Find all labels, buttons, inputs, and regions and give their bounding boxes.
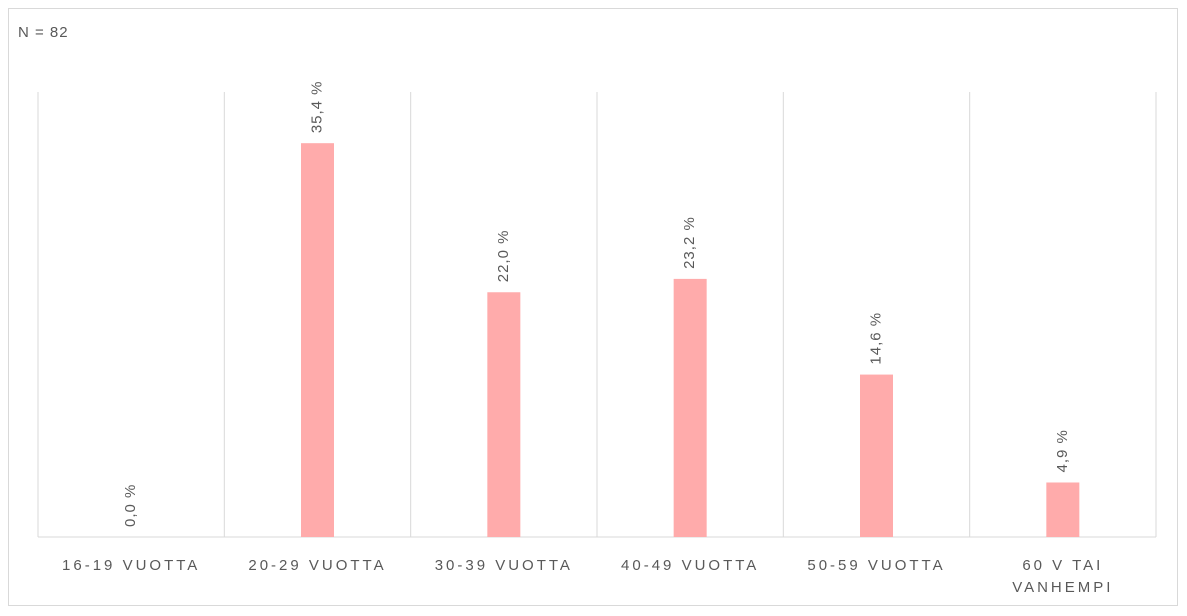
x-tick-label: 50-59 VUOTTA bbox=[807, 557, 946, 574]
x-tick-label: 30-39 VUOTTA bbox=[434, 557, 573, 574]
x-tick-label: 60 V TAI VANHEMPI bbox=[1012, 557, 1114, 596]
x-tick-label: 40-49 VUOTTA bbox=[621, 557, 760, 574]
bar bbox=[1046, 482, 1080, 537]
chart-title: N = 82 bbox=[18, 24, 69, 41]
value-label: 4,9 % bbox=[1054, 429, 1071, 472]
bar bbox=[301, 143, 334, 538]
bar bbox=[860, 374, 893, 537]
value-label: 23,2 % bbox=[681, 216, 698, 269]
bar bbox=[487, 292, 521, 537]
x-tick-label: 16-19 VUOTTA bbox=[62, 557, 201, 574]
value-label: 35,4 % bbox=[308, 80, 325, 133]
bar bbox=[673, 278, 707, 537]
chart-border bbox=[8, 8, 1178, 606]
value-label: 0,0 % bbox=[122, 484, 139, 527]
value-label: 22,0 % bbox=[495, 230, 512, 283]
value-label: 14,6 % bbox=[867, 312, 884, 365]
x-tick-label: 20-29 VUOTTA bbox=[248, 557, 387, 574]
